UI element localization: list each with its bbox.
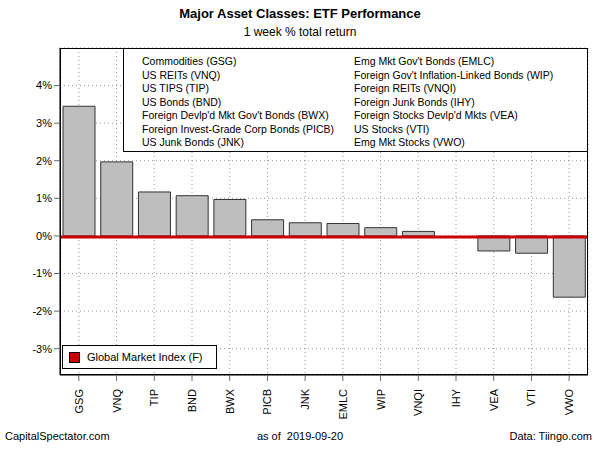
svg-text:4%: 4% (36, 79, 52, 91)
svg-text:JNK: JNK (299, 388, 311, 409)
svg-text:1%: 1% (36, 192, 52, 204)
svg-text:2%: 2% (36, 155, 52, 167)
svg-text:-3%: -3% (32, 343, 52, 355)
html-text:Major Asset Classes: ETF Perfo: Major Asset Classes: ETF Performance (179, 6, 421, 21)
svg-text:VWO: VWO (563, 389, 575, 416)
html-text:US Junk Bonds (JNK): US Junk Bonds (JNK) (142, 136, 245, 148)
svg-text:0%: 0% (36, 230, 52, 242)
svg-text:VEA: VEA (488, 388, 500, 411)
svg-text:VNQI: VNQI (412, 389, 424, 416)
svg-text:IHY: IHY (450, 388, 462, 407)
html-text:Foreign Gov't Inflation-Linked: Foreign Gov't Inflation-Linked Bonds (WI… (354, 68, 554, 81)
html-text:Foreign Devlp'd Mkt Gov't Bond: Foreign Devlp'd Mkt Gov't Bonds (BWX) (142, 109, 329, 121)
svg-text:VTI: VTI (525, 389, 537, 406)
html-text:Foreign Junk Bonds (IHY): Foreign Junk Bonds (IHY) (354, 95, 475, 108)
svg-text:PICB: PICB (261, 389, 273, 415)
html-text:US TIPS (TIP): US TIPS (TIP) (142, 82, 209, 94)
html-text:Foreign Invest-Grade Corp Bond: Foreign Invest-Grade Corp Bonds (PICB) (142, 122, 334, 135)
svg-text:GSG: GSG (73, 389, 85, 413)
svg-text:BND: BND (186, 389, 198, 412)
html-text:CapitalSpectator.com: CapitalSpectator.com (5, 430, 110, 442)
html-text:US REITs (VNQ): US REITs (VNQ) (142, 68, 221, 81)
svg-text:WIP: WIP (375, 389, 387, 410)
svg-text:-2%: -2% (32, 305, 52, 317)
html-text:US Bonds (BND): US Bonds (BND) (142, 95, 222, 108)
html-text:Foreign REITs (VNQI): Foreign REITs (VNQI) (354, 82, 457, 94)
svg-text:BWX: BWX (224, 388, 236, 414)
html-text:Foreign Stocks Devlp'd Mkts (V: Foreign Stocks Devlp'd Mkts (VEA) (354, 109, 518, 121)
svg-text:3%: 3% (36, 117, 52, 129)
html-text:US Stocks (VTI): US Stocks (VTI) (354, 122, 430, 135)
html-text:Emg Mkt Stocks (VWO): Emg Mkt Stocks (VWO) (354, 136, 465, 148)
html-text:Commodities (GSG): Commodities (GSG) (142, 55, 237, 67)
html-text:Global Market Index (F): Global Market Index (F) (87, 351, 203, 363)
svg-text:TIP: TIP (148, 389, 160, 406)
html-text:1 week % total return: 1 week % total return (243, 25, 357, 39)
svg-text:VNQ: VNQ (111, 389, 123, 413)
html-text:Data: Tiingo.com: Data: Tiingo.com (509, 430, 592, 442)
svg-text:-1%: -1% (32, 267, 52, 279)
html-text:as of 2019-09-20: as of 2019-09-20 (256, 430, 344, 442)
html-text:Emg Mkt Gov't Bonds (EMLC): Emg Mkt Gov't Bonds (EMLC) (354, 55, 495, 67)
svg-text:EMLC: EMLC (337, 389, 349, 420)
